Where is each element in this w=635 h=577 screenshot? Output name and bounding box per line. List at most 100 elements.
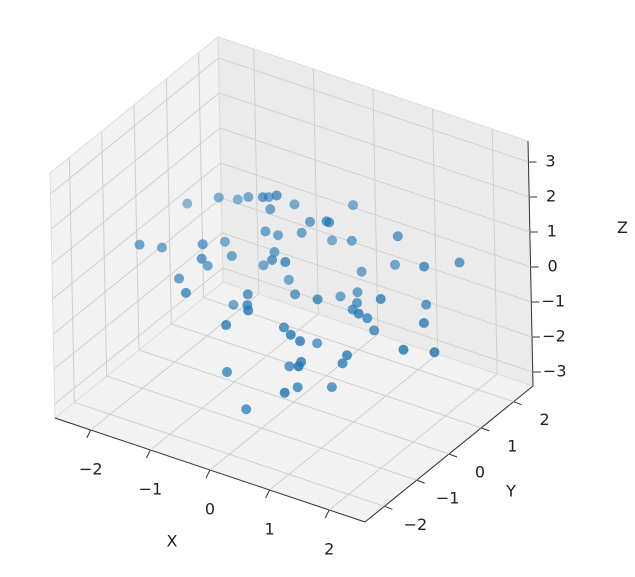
grid-line (218, 57, 529, 163)
point (418, 318, 429, 329)
point (290, 289, 301, 300)
grid-line (52, 162, 221, 300)
point (390, 259, 401, 270)
grid-line (52, 197, 222, 335)
point (392, 231, 403, 242)
point (335, 291, 346, 302)
z-tick-label: 3 (545, 152, 555, 171)
point (134, 239, 145, 250)
point (156, 242, 167, 253)
x-axis-label: X (167, 532, 178, 551)
point (295, 336, 306, 347)
grid-line (171, 323, 482, 429)
point (353, 308, 364, 319)
point (260, 226, 271, 237)
point (196, 253, 207, 264)
y-tick-label: 0 (475, 463, 485, 482)
point (342, 350, 353, 361)
grid-line (53, 232, 223, 370)
x-tick-label: 0 (205, 500, 215, 519)
point (243, 305, 254, 316)
point (375, 294, 386, 304)
y-tick-label: 2 (540, 410, 550, 429)
point (285, 329, 296, 340)
y-tick-label: −2 (404, 515, 428, 534)
point (202, 260, 213, 271)
point (279, 387, 290, 398)
grid-line (219, 127, 531, 233)
grid-line (218, 92, 530, 198)
point (454, 257, 465, 268)
point (174, 273, 185, 284)
point (398, 344, 409, 355)
tick-mark (384, 505, 393, 510)
tick-mark (448, 453, 458, 458)
point (305, 216, 316, 227)
point (283, 274, 294, 285)
grid-line (165, 78, 172, 324)
tick-mark (324, 509, 330, 519)
grid-line (312, 68, 319, 315)
point (324, 217, 335, 228)
point (267, 254, 278, 265)
point (346, 235, 357, 246)
grid-line (138, 349, 450, 455)
grid-line (101, 131, 108, 377)
point (293, 361, 304, 372)
x-tick-label: −2 (79, 460, 103, 479)
tick-mark (481, 427, 490, 432)
point (362, 313, 373, 324)
point (265, 204, 276, 215)
point (228, 299, 239, 310)
z-tick-label: 0 (547, 257, 557, 276)
x-tick-label: 2 (324, 540, 334, 559)
z-tick-label: −1 (541, 292, 565, 311)
point (180, 287, 191, 298)
point (197, 239, 208, 250)
point (419, 261, 430, 272)
z-tick-label: 2 (546, 187, 556, 206)
point (257, 192, 268, 203)
y-axis-label: Y (505, 482, 516, 501)
grid-line (491, 128, 498, 375)
point (232, 194, 243, 205)
point (243, 191, 254, 202)
point (369, 325, 380, 336)
point (292, 382, 303, 393)
tick-mark (145, 449, 151, 459)
grid-line (50, 57, 219, 195)
point (226, 251, 237, 261)
y-tick-label: −1 (436, 489, 460, 508)
grid-line (68, 157, 75, 403)
point (213, 192, 224, 203)
tick-mark (205, 469, 211, 479)
grid-line (432, 108, 439, 355)
point (296, 227, 307, 238)
grid-line (221, 197, 532, 303)
point (258, 260, 269, 271)
y-tick-label: 1 (507, 436, 517, 455)
points (134, 190, 465, 415)
grid-line (133, 104, 140, 351)
grid-line (222, 267, 533, 373)
point (219, 236, 230, 247)
tick-mark (265, 489, 271, 499)
grid-line (372, 88, 379, 335)
grid-line (74, 401, 385, 507)
point (312, 294, 323, 305)
tick-mark (416, 479, 425, 484)
tick-mark (513, 401, 522, 406)
point (273, 230, 284, 241)
point (337, 358, 348, 369)
point (421, 299, 432, 310)
z-tick-label: −2 (542, 327, 566, 346)
grid-line (253, 48, 260, 295)
x-tick-label: −1 (139, 480, 163, 499)
point (278, 322, 289, 333)
point (242, 289, 253, 300)
z-tick-label: 1 (547, 222, 557, 241)
point (182, 198, 193, 209)
labels: −2 −1 0 1 2 −2 −1 0 1 2 −3 −2 −1 0 1 2 3 X Y Z (79, 152, 628, 559)
point (352, 287, 363, 298)
